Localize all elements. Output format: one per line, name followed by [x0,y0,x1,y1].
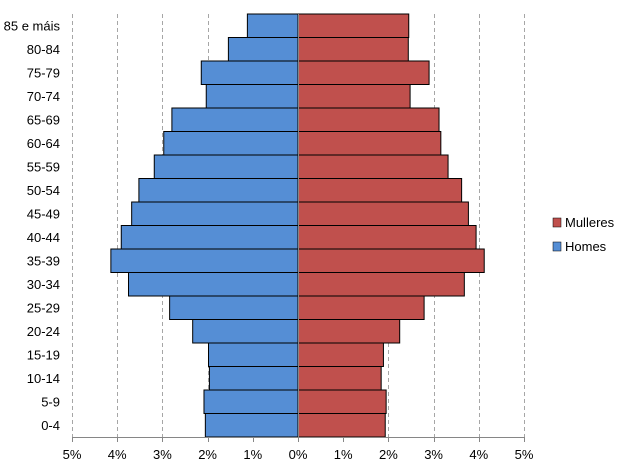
bar-homes-80-84 [227,37,299,62]
x-tick-label: 4% [108,447,127,462]
y-tick-label: 75-79 [27,65,60,80]
bar-homes-60-64 [163,131,299,156]
x-tick-label: 0% [289,447,308,462]
bar-homes-55-59 [153,154,299,179]
bar-mulleres-25-29 [297,295,425,320]
y-tick-label: 40-44 [27,230,60,245]
bar-mulleres-0-4 [297,413,386,438]
y-tick-label: 50-54 [27,183,60,198]
x-tick-label: 5% [515,447,534,462]
y-tick-label: 70-74 [27,89,60,104]
bar-mulleres-70-74 [297,84,411,109]
bar-homes-15-19 [208,342,299,367]
bar-mulleres-10-14 [297,366,382,391]
y-tick-label: 25-29 [27,300,60,315]
axes [72,14,525,442]
bar-homes-70-74 [205,84,299,109]
y-tick-label: 85 e máis [4,18,61,33]
bar-mulleres-5-9 [297,389,387,414]
bar-mulleres-35-39 [297,248,485,273]
bars [110,13,485,438]
x-tick-label: 1% [334,447,353,462]
x-tick-label: 2% [198,447,217,462]
bar-mulleres-40-44 [297,225,477,250]
bar-homes-30-34 [128,272,299,297]
bar-mulleres-15-19 [297,342,384,367]
bar-homes-20-24 [192,319,299,344]
y-tick-label: 0-4 [41,418,60,433]
bar-mulleres-80-84 [297,37,409,62]
legend-swatch-homes [552,241,562,252]
bar-mulleres-60-64 [297,131,442,156]
bar-mulleres-30-34 [297,272,465,297]
y-tick-label: 45-49 [27,206,60,221]
bar-mulleres-50-54 [297,178,463,203]
bar-homes-5-9 [203,389,299,414]
y-tick-label: 60-64 [27,136,60,151]
bar-homes-85-e-máis [246,13,299,38]
bar-homes-10-14 [208,366,299,391]
bar-homes-0-4 [204,413,299,438]
x-tick-label: 1% [243,447,262,462]
x-tick-label: 3% [153,447,172,462]
y-tick-label: 55-59 [27,159,60,174]
bar-mulleres-85-e-máis [297,13,410,38]
bar-homes-45-49 [131,201,299,226]
bar-mulleres-65-69 [297,107,440,132]
bar-mulleres-75-79 [297,60,430,85]
x-tick-labels: 5% 4% 3% 2% 1% 0% 1% 2% 3% 4% 5% [63,447,534,462]
bar-mulleres-55-59 [297,154,449,179]
bar-homes-50-54 [138,178,299,203]
legend-label-mulleres: Mulleres [565,215,615,230]
y-tick-label: 5-9 [41,394,60,409]
y-tick-label: 20-24 [27,324,60,339]
y-tick-label: 15-19 [27,347,60,362]
x-tick-label: 5% [63,447,82,462]
bar-homes-35-39 [110,248,299,273]
y-tick-label: 80-84 [27,42,60,57]
y-tick-labels: 0-4 5-9 10-14 15-19 20-24 25-29 30-34 35-39 40-4… [4,18,61,433]
x-tick-label: 2% [379,447,398,462]
y-tick-label: 10-14 [27,371,60,386]
bar-mulleres-20-24 [297,319,401,344]
x-tick-label: 4% [469,447,488,462]
legend-swatch-mulleres [552,217,562,228]
bar-homes-65-69 [171,107,299,132]
bar-homes-75-79 [200,60,299,85]
bar-mulleres-45-49 [297,201,469,226]
y-tick-label: 65-69 [27,112,60,127]
legend-label-homes: Homes [565,239,607,254]
bar-homes-40-44 [120,225,299,250]
legend: Mulleres Homes [552,215,615,254]
bar-homes-25-29 [169,295,299,320]
y-tick-label: 35-39 [27,253,60,268]
y-tick-label: 30-34 [27,277,60,292]
x-tick-label: 3% [424,447,443,462]
